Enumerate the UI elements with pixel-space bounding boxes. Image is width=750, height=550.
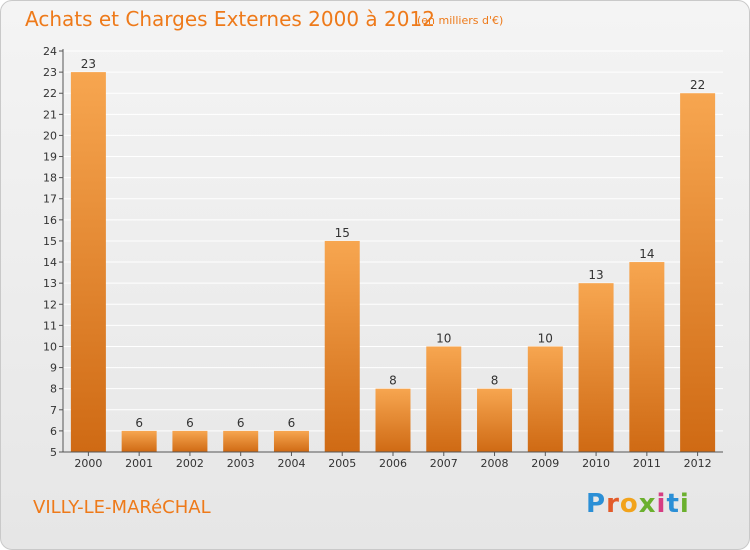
y-tick-label: 5 xyxy=(50,446,57,459)
y-tick-label: 17 xyxy=(43,193,57,206)
x-tick-label: 2011 xyxy=(633,457,661,470)
bar-2005 xyxy=(324,240,360,452)
bar-2009 xyxy=(527,346,563,452)
data-label-2006: 8 xyxy=(389,374,397,388)
data-label-2007: 10 xyxy=(436,331,451,345)
data-label-2001: 6 xyxy=(135,416,143,430)
x-tick-label: 2009 xyxy=(531,457,559,470)
y-tick-label: 18 xyxy=(43,172,57,185)
x-tick-label: 2008 xyxy=(481,457,509,470)
x-tick-label: 2005 xyxy=(328,457,356,470)
y-tick-label: 14 xyxy=(43,256,57,269)
bar-2000 xyxy=(70,72,106,453)
bar-2011 xyxy=(629,262,665,452)
x-tick-label: 2001 xyxy=(125,457,153,470)
y-tick-label: 12 xyxy=(43,298,57,311)
data-label-2012: 22 xyxy=(690,78,705,92)
y-tick-label: 9 xyxy=(50,362,57,375)
y-tick-label: 13 xyxy=(43,277,57,290)
x-tick-label: 2012 xyxy=(684,457,712,470)
y-tick-label: 22 xyxy=(43,87,57,100)
bar-2012 xyxy=(680,93,716,453)
y-tick-label: 6 xyxy=(50,425,57,438)
bar-2007 xyxy=(426,346,462,452)
y-tick-label: 11 xyxy=(43,319,57,332)
bar-2006 xyxy=(375,388,411,452)
y-tick-label: 23 xyxy=(43,66,57,79)
bar-2001 xyxy=(121,430,157,452)
data-label-2011: 14 xyxy=(639,247,654,261)
place-name: VILLY-LE-MARéCHAL xyxy=(33,497,211,518)
bar-2010 xyxy=(578,283,614,452)
x-tick-label: 2002 xyxy=(176,457,204,470)
x-tick-label: 2000 xyxy=(74,457,102,470)
y-tick-label: 15 xyxy=(43,235,57,248)
x-tick-label: 2010 xyxy=(582,457,610,470)
bar-2003 xyxy=(223,430,259,452)
data-label-2009: 10 xyxy=(538,331,553,345)
bar-2002 xyxy=(172,430,208,452)
y-tick-label: 16 xyxy=(43,214,57,227)
data-label-2005: 15 xyxy=(335,226,350,240)
x-tick-label: 2004 xyxy=(277,457,305,470)
y-tick-label: 19 xyxy=(43,151,57,164)
y-tick-label: 8 xyxy=(50,383,57,396)
data-label-2002: 6 xyxy=(186,416,194,430)
x-tick-label: 2007 xyxy=(430,457,458,470)
chart-title: Achats et Charges Externes 2000 à 2012 xyxy=(25,7,435,31)
y-tick-label: 20 xyxy=(43,129,57,142)
bars: 23 6 6 6 6 15 8 10 8 10 13 14 22 xyxy=(70,57,716,453)
y-tick-label: 10 xyxy=(43,340,57,353)
data-label-2010: 13 xyxy=(588,268,603,282)
y-tick-label: 24 xyxy=(43,45,57,58)
y-tick-label: 7 xyxy=(50,404,57,417)
bar-2008 xyxy=(477,388,513,452)
proxiti-logo: Proxiti xyxy=(586,489,690,519)
data-label-2003: 6 xyxy=(237,416,245,430)
data-label-2004: 6 xyxy=(288,416,296,430)
y-tick-label: 21 xyxy=(43,108,57,121)
chart-subtitle: (en milliers d'€) xyxy=(417,14,504,27)
bar-2004 xyxy=(273,430,309,452)
data-label-2000: 23 xyxy=(81,57,96,71)
axes: 5 6 7 8 9 10 11 12 13 14 15 16 17 18 19 20 21 22 23 24 2000 2… xyxy=(43,45,723,470)
x-tick-label: 2006 xyxy=(379,457,407,470)
data-label-2008: 8 xyxy=(491,374,499,388)
x-tick-label: 2003 xyxy=(227,457,255,470)
